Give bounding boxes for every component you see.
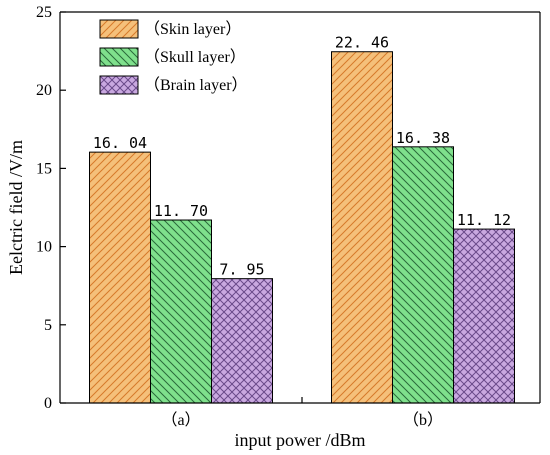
x-tick-label-1: （a） — [161, 411, 200, 429]
y-tick-label-3: 15 — [36, 160, 52, 177]
data-label-3-1: 7. 95 — [219, 261, 264, 279]
bars-group — [89, 51, 515, 404]
bar-3-2 — [453, 228, 515, 404]
legend-label-2: （Skull layer） — [144, 48, 246, 66]
bar-2-2 — [392, 146, 454, 404]
legend-swatch-1 — [99, 19, 139, 39]
data-label-1-1: 16. 04 — [93, 134, 147, 152]
x-tick-label-2: （b） — [403, 411, 443, 429]
y-tick-label-2: 10 — [36, 239, 52, 256]
bar-3-1 — [211, 278, 273, 404]
legend-swatch-3 — [99, 75, 139, 95]
y-axis-title: Eelctric field /V/m — [6, 140, 26, 275]
x-axis-title: input power /dBm — [235, 430, 366, 450]
axes-group: 0 5 10 15 20 25 （a） （b） — [36, 4, 541, 429]
y-tick-label-1: 5 — [44, 317, 52, 334]
bar-2-1 — [150, 219, 212, 404]
data-label-1-2: 22. 46 — [335, 34, 389, 52]
data-label-2-1: 11. 70 — [154, 202, 208, 220]
legend-label-1: （Skin layer） — [144, 20, 241, 38]
data-label-2-2: 16. 38 — [396, 129, 450, 147]
y-tick-label-0: 0 — [44, 395, 52, 412]
legend: （Skin layer） （Skull layer） （Brain layer） — [99, 19, 248, 95]
data-labels-group: 16. 04 11. 70 7. 95 22. 46 16. 38 11. 12 — [93, 34, 511, 279]
bar-1-1 — [89, 151, 151, 404]
y-tick-label-4: 20 — [36, 82, 52, 99]
y-tick-label-5: 25 — [36, 4, 52, 21]
legend-label-3: （Brain layer） — [144, 76, 248, 94]
data-label-3-2: 11. 12 — [457, 211, 511, 229]
bar-1-2 — [331, 51, 393, 404]
legend-swatch-2 — [99, 47, 139, 67]
